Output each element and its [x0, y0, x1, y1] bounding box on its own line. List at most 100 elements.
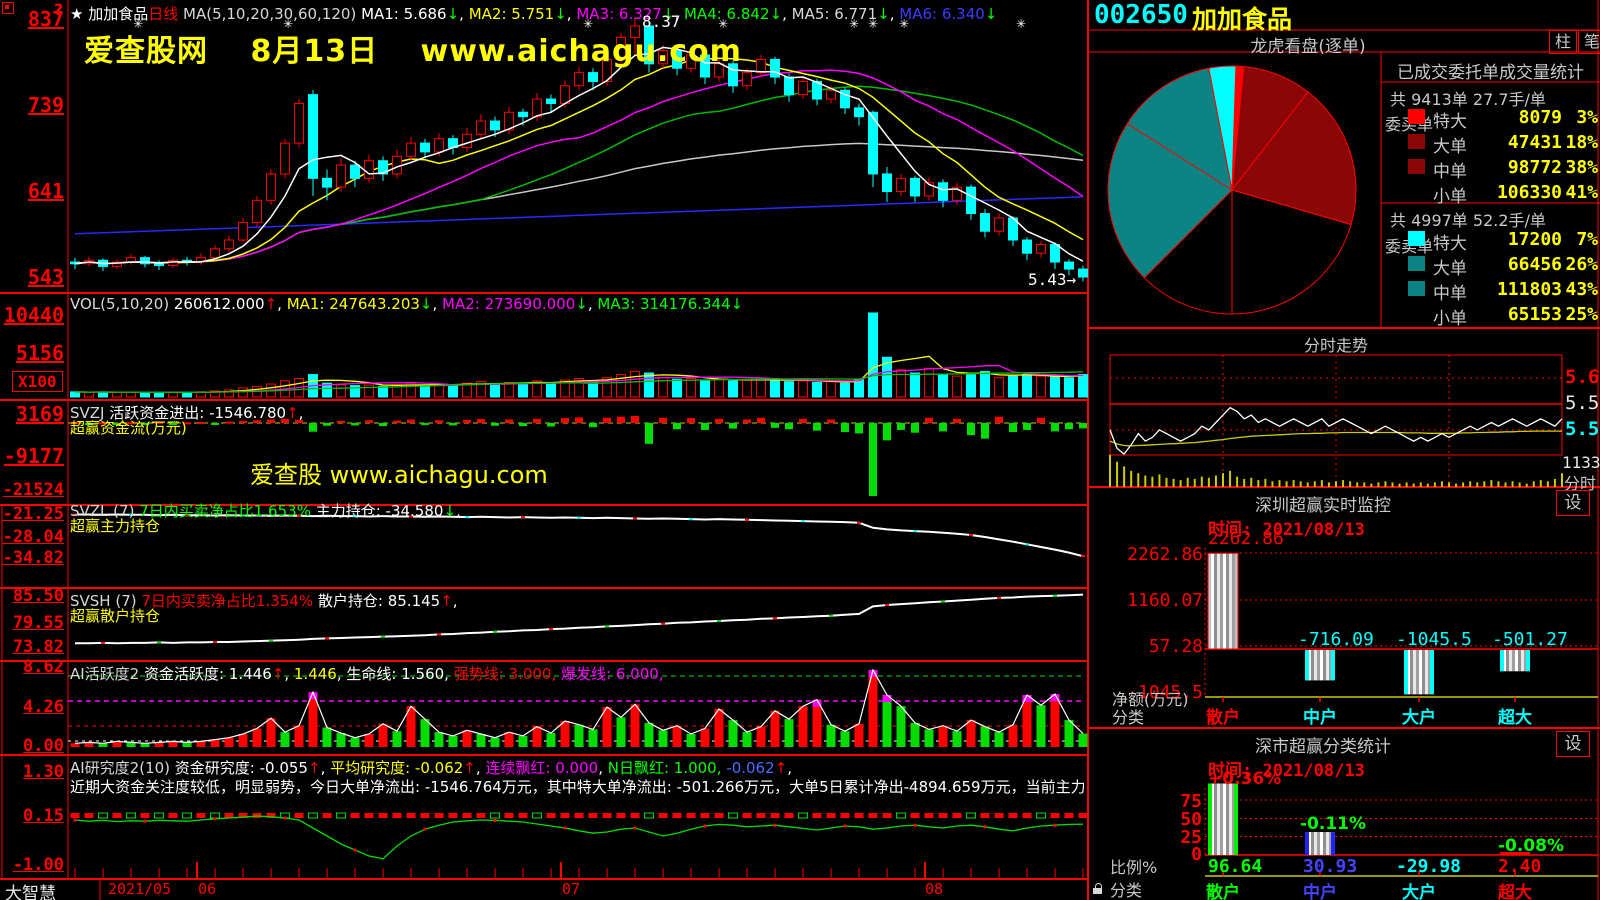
- svzl-ylabel-2: -34.82: [2, 548, 64, 568]
- stats-value-0: 96.64: [1208, 856, 1263, 877]
- timeline-label-0: 2021/05: [108, 880, 172, 898]
- timeline-label-1: 06: [198, 880, 217, 898]
- svg-text:✳: ✳: [899, 17, 909, 31]
- monitor-unit-label: 净额(万元): [1112, 690, 1189, 709]
- tab-title: 龙虎看盘(逐单): [1250, 37, 1366, 57]
- last-price-label: 5.43→: [1028, 270, 1077, 289]
- monitor-bar-label-1: -716.09: [1298, 629, 1374, 650]
- stroke-mode-button[interactable]: 笔: [1578, 30, 1600, 54]
- svsh-sublabel: 超赢散户持仓: [70, 607, 161, 625]
- stats-ytick-3: 0: [1191, 844, 1202, 865]
- svzj-header: SVZJ 活跃资金进出: -1546.780↑,: [70, 404, 304, 422]
- stats-time: 时间: 2021/08/13: [1208, 761, 1365, 781]
- order-row-value: 65153: [1507, 304, 1562, 325]
- svzl-header: SVZL (7) 7日内买卖净占比1.653% 主力持仓: -34.580↓,: [70, 502, 461, 520]
- stats-settings-button[interactable]: 设: [1556, 731, 1590, 757]
- monitor-settings-button[interactable]: 设: [1556, 490, 1590, 516]
- stats-cat-label: 分类: [1110, 881, 1143, 900]
- monitor-bar-label-2: -1045.5: [1396, 629, 1472, 650]
- app-corner-icon: [2, 2, 14, 14]
- svg-text:✳: ✳: [133, 17, 143, 31]
- order-row-name: 中单: [1433, 162, 1467, 182]
- stats-ytick-1: 50: [1180, 809, 1202, 830]
- ai-research-header: AI研究度2(10) 资金研究度: -0.055↑, 平均研究度: -0.062…: [70, 759, 792, 777]
- svzl-ylabel-1: -28.04: [2, 527, 64, 547]
- order-row-value: 17200: [1507, 229, 1562, 250]
- order-row-name: 大单: [1433, 137, 1467, 157]
- svzl-ylabel-0: -21.25: [2, 504, 64, 524]
- orders-buy-total: 共 9413单 27.7手/单: [1390, 90, 1546, 109]
- svg-text:✳: ✳: [583, 17, 593, 31]
- kline-ylabel-1: 739: [27, 93, 64, 117]
- stats-category-3: 超大: [1498, 883, 1532, 900]
- lock-icon: [1093, 883, 1104, 895]
- vol-ylabel-1: 10440: [3, 303, 64, 327]
- kline-header: ★ 加加食品日线 MA(5,10,20,30,60,120) MA1: 5.68…: [70, 5, 998, 23]
- peak-price-label: 8.37: [642, 12, 681, 31]
- monitor-title: 深圳超赢实时监控: [1255, 496, 1391, 516]
- svzj-sublabel: 超赢资金流(万元): [70, 419, 187, 437]
- stock-name: 加加食品: [1192, 5, 1293, 34]
- ai-research-ylabel-2: -1.00: [12, 855, 64, 875]
- kline-ylabel-3: 543: [27, 265, 64, 289]
- monitor-category-3: 超大: [1498, 708, 1532, 728]
- timeline-label-3: 08: [925, 880, 944, 898]
- svg-text:✳: ✳: [718, 17, 728, 31]
- monitor-category-1: 中户: [1303, 708, 1337, 728]
- order-row-value: 8079: [1518, 107, 1562, 128]
- monitor-bar-label-3: -501.27: [1492, 629, 1568, 650]
- order-row-pct: 3%: [1576, 107, 1598, 128]
- brand-logo: 大智慧: [5, 884, 56, 900]
- help-icon[interactable]: ?: [54, 0, 64, 19]
- order-row-value: 66456: [1507, 254, 1562, 275]
- order-row-pct: 25%: [1565, 304, 1598, 325]
- order-row-name: 小单: [1433, 309, 1467, 329]
- stats-pct-label-0: +0.36%: [1208, 769, 1282, 789]
- monitor-cat-label: 分类: [1112, 708, 1145, 727]
- intraday-vol-label: 11335: [1562, 453, 1600, 472]
- stats-value-1: 30.93: [1303, 856, 1358, 877]
- monitor-bar-label-0: 2262.86: [1208, 528, 1284, 549]
- ai-activity-header: AI活跃度2 资金活跃度: 1.446↑, 1.446, 生命线: 1.560,…: [70, 665, 664, 683]
- ai-activity-ylabel-0: 8.62: [23, 657, 64, 677]
- stock-code: 002650: [1094, 0, 1188, 30]
- bar-mode-button[interactable]: 柱: [1549, 30, 1577, 54]
- stats-pct-label-1: -0.11%: [1300, 814, 1367, 834]
- order-row-swatch: [1408, 281, 1425, 296]
- orders-sell-side-label: 委卖单: [1385, 237, 1434, 256]
- svsh-ylabel-0: 85.50: [12, 586, 64, 606]
- svzj-ylabel-0: 3169: [15, 402, 64, 426]
- order-row-pct: 18%: [1565, 132, 1598, 153]
- intraday-low-label: 5.50: [1565, 418, 1600, 440]
- orders-buy-side-label: 委买单: [1385, 115, 1434, 134]
- stats-ytick-0: 75: [1180, 791, 1202, 812]
- stats-value-3: 2.40: [1498, 856, 1542, 877]
- stats-value-2: -29.98: [1396, 856, 1462, 877]
- order-row-pct: 26%: [1565, 254, 1598, 275]
- watermark-sub: 爱查股 www.aichagu.com: [250, 461, 548, 489]
- stats-category-0: 散户: [1206, 883, 1240, 900]
- order-row-name: 特大: [1433, 234, 1467, 254]
- stats-category-1: 中户: [1303, 883, 1337, 900]
- svg-text:✳: ✳: [849, 17, 859, 31]
- order-row-swatch: [1408, 159, 1425, 174]
- timeline-label-2: 07: [562, 880, 581, 898]
- monitor-ylabel-3: -1045.5: [1127, 682, 1203, 703]
- order-row-swatch: [1408, 256, 1425, 271]
- vol-ylabel-2: 5156: [15, 341, 64, 365]
- svg-text:✳: ✳: [868, 17, 878, 31]
- ai-research-summary: 近期大资金关注度较低，明显弱势，今日大单净流出: -1546.764万元，其中特…: [70, 778, 1084, 796]
- orders-title: 已成交委托单成交量统计: [1397, 63, 1584, 83]
- order-row-pct: 43%: [1565, 279, 1598, 300]
- orders-sell-total: 共 4997单 52.2手/单: [1390, 211, 1546, 230]
- order-row-swatch: [1408, 109, 1425, 124]
- order-row-swatch: [1408, 134, 1425, 149]
- svzj-ylabel-1: -9177: [3, 444, 64, 468]
- order-row-value: 106330: [1496, 182, 1562, 203]
- order-row-name: 特大: [1433, 112, 1467, 132]
- ai-research-ylabel-1: 0.15: [23, 806, 64, 826]
- order-row-swatch: [1408, 231, 1425, 246]
- order-row-pct: 41%: [1565, 182, 1598, 203]
- order-row-name: 小单: [1433, 187, 1467, 207]
